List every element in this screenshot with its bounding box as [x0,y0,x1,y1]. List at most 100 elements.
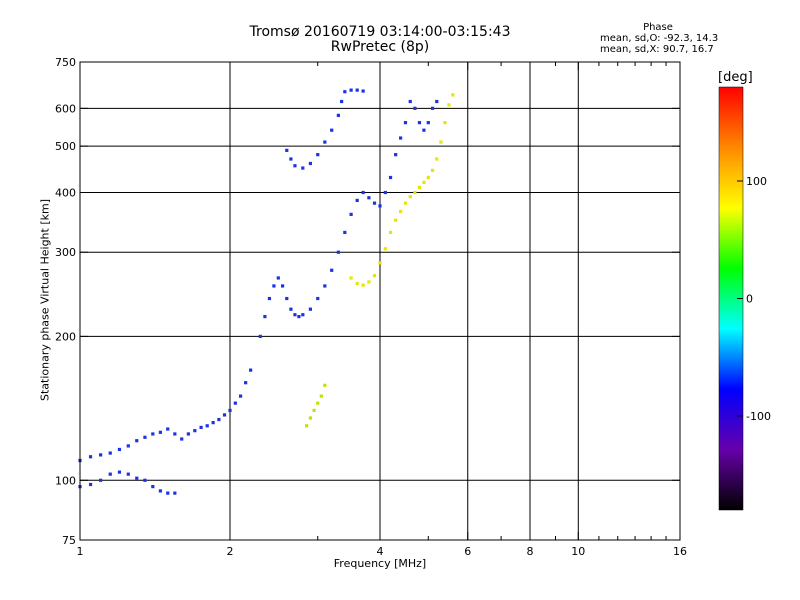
colorbar-unit-label: [deg] [718,70,753,85]
data-point [451,93,455,97]
data-point [166,491,170,495]
data-point [426,175,430,180]
x-tick-label: 1 [77,545,84,558]
data-point [180,437,184,441]
data-point [312,408,316,413]
x-tick-label: 6 [464,545,471,558]
data-point [336,113,340,117]
data-point [430,106,435,110]
data-point [330,268,334,272]
series-group [383,99,439,195]
data-point [217,417,221,422]
data-point [267,296,272,301]
data-point [388,230,393,235]
data-point [323,383,327,387]
series-group [349,93,455,287]
data-point [135,476,139,480]
data-point [422,180,426,184]
data-point [151,485,155,489]
data-point [422,128,426,132]
data-point [143,435,147,439]
data-point [289,157,293,161]
phase-stats-x-mode: mean, sd,X: 90.7, 16.7 [600,44,714,55]
data-point [417,121,422,125]
phase-stats-label: Phase [643,22,673,33]
data-point [199,425,203,430]
data-point [158,489,163,493]
colorbar-tick-label: -100 [746,410,771,423]
axes: 1 2 4 6 8 10 16 75 100 200 300 400 500 600 750 [55,56,687,558]
data-point [126,444,130,448]
x-tick-label: 4 [377,545,384,558]
data-points [78,88,455,495]
data-point [301,166,305,170]
data-point [417,185,422,189]
data-point [289,307,293,311]
data-point [228,408,232,413]
data-point [413,106,417,110]
data-point [233,401,237,405]
chart-subtitle: RwPretec (8p) [330,39,430,55]
data-point [193,429,197,433]
x-tick-label: 10 [571,545,585,558]
data-point [336,250,340,254]
data-point [99,478,103,482]
data-point [173,432,177,436]
data-point [372,274,377,278]
data-point [323,284,327,288]
data-point [403,121,408,125]
y-tick-label: 100 [55,474,76,487]
series-group [258,190,382,338]
data-point [372,201,377,205]
data-point [222,413,227,417]
series-group [78,368,253,463]
grid [80,62,680,540]
data-point [263,315,267,319]
phase-stats: Phase mean, sd,O: -92.3, 14.3 mean, sd,X… [600,22,718,55]
data-point [388,175,393,180]
data-point [305,424,309,428]
data-point [285,296,289,301]
data-point [272,284,276,288]
data-point [276,276,280,280]
data-point [135,439,139,443]
data-point [126,472,130,476]
data-point [280,284,285,288]
data-point [443,121,447,125]
data-point [330,128,334,132]
y-tick-label: 300 [55,246,76,259]
data-point [117,447,122,452]
data-point [308,307,313,311]
data-point [383,247,387,251]
data-point [355,88,359,92]
data-point [361,190,365,195]
data-point [367,196,371,200]
data-point [205,424,209,428]
data-point [316,153,320,157]
x-tick-label: 16 [673,545,687,558]
data-point [403,201,408,205]
y-tick-label: 500 [55,140,76,153]
y-tick-label: 400 [55,186,76,199]
data-point [293,313,297,317]
data-point [211,421,215,425]
data-point [399,209,403,214]
data-point [367,280,371,284]
data-point [186,432,190,436]
data-point [173,491,177,495]
data-point [355,281,359,286]
data-point [343,230,347,235]
data-point [361,89,365,93]
data-point [340,99,344,104]
data-point [394,153,398,157]
series-group [285,88,365,170]
data-point [244,381,248,385]
data-point [323,140,327,144]
data-point [88,455,93,459]
colorbar-tick-label: 100 [746,175,767,188]
data-point [361,283,365,287]
data-point [349,276,353,280]
data-point [349,88,353,92]
x-tick-label: 2 [227,545,234,558]
data-point [151,432,155,436]
